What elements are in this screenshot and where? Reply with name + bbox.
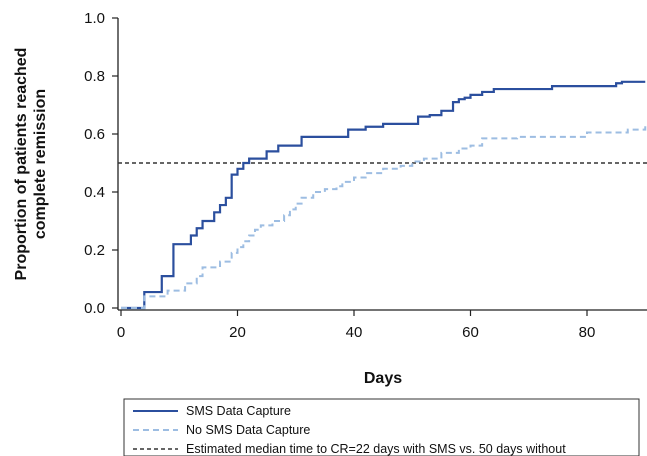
y-tick-label: 0.8: [84, 68, 105, 85]
y-tick-label: 1.0: [84, 10, 105, 27]
y-tick-label: 0.6: [84, 126, 105, 143]
legend-label-sms: SMS Data Capture: [186, 404, 291, 418]
x-ticks: 0 20 40 60 80: [117, 310, 596, 341]
y-tick-label: 0.2: [84, 242, 105, 259]
x-tick-label: 20: [229, 324, 246, 341]
x-tick-label: 0: [117, 324, 125, 341]
series-line-no-sms: [121, 125, 647, 309]
y-ticks: 0.0 0.2 0.4 0.6 0.8 1.0: [84, 10, 118, 317]
y-axis-title-line-1: Proportion of patients reached: [13, 48, 30, 281]
y-tick-label: 0.4: [84, 184, 105, 201]
x-tick-label: 80: [579, 324, 596, 341]
x-tick-label: 40: [346, 324, 363, 341]
legend-box: [123, 398, 640, 456]
x-axis-title: Days: [364, 370, 402, 387]
series-group: [121, 80, 647, 310]
legend-label-median: Estimated median time to CR=22 days with…: [186, 442, 566, 456]
y-tick-label: 0.0: [84, 300, 105, 317]
y-axis-title-line-2: complete remission: [32, 89, 49, 239]
legend-label-no-sms: No SMS Data Capture: [186, 423, 310, 437]
x-tick-label: 60: [462, 324, 479, 341]
series-line-sms: [121, 80, 646, 310]
